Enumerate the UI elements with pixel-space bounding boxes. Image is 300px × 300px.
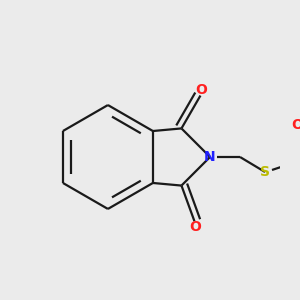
- Text: O: O: [291, 118, 300, 132]
- Text: O: O: [190, 220, 201, 234]
- Text: S: S: [260, 165, 270, 179]
- Text: N: N: [204, 150, 216, 164]
- Text: O: O: [196, 82, 207, 97]
